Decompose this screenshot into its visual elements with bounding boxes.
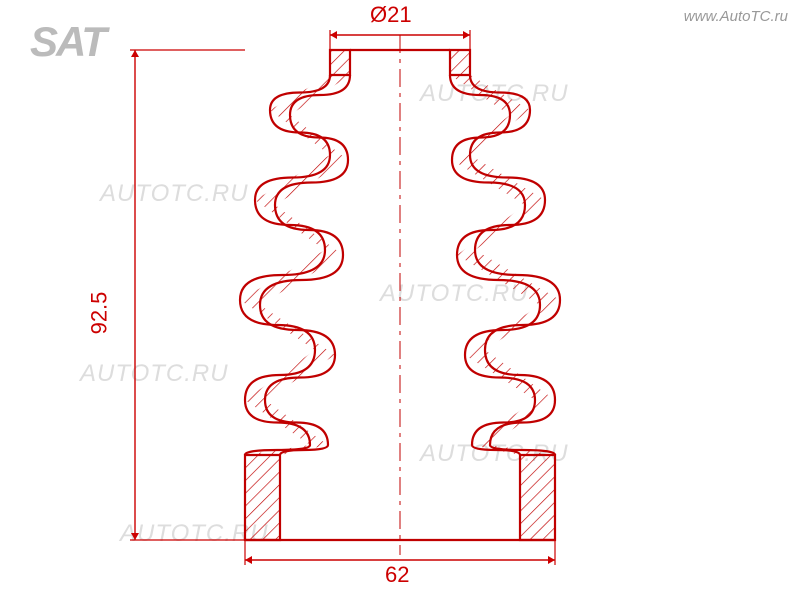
dim-bottom-width: 62 <box>385 562 409 588</box>
dim-height: 92.5 <box>86 292 112 335</box>
dim-top-diameter: Ø21 <box>370 2 412 28</box>
technical-drawing <box>0 0 800 600</box>
